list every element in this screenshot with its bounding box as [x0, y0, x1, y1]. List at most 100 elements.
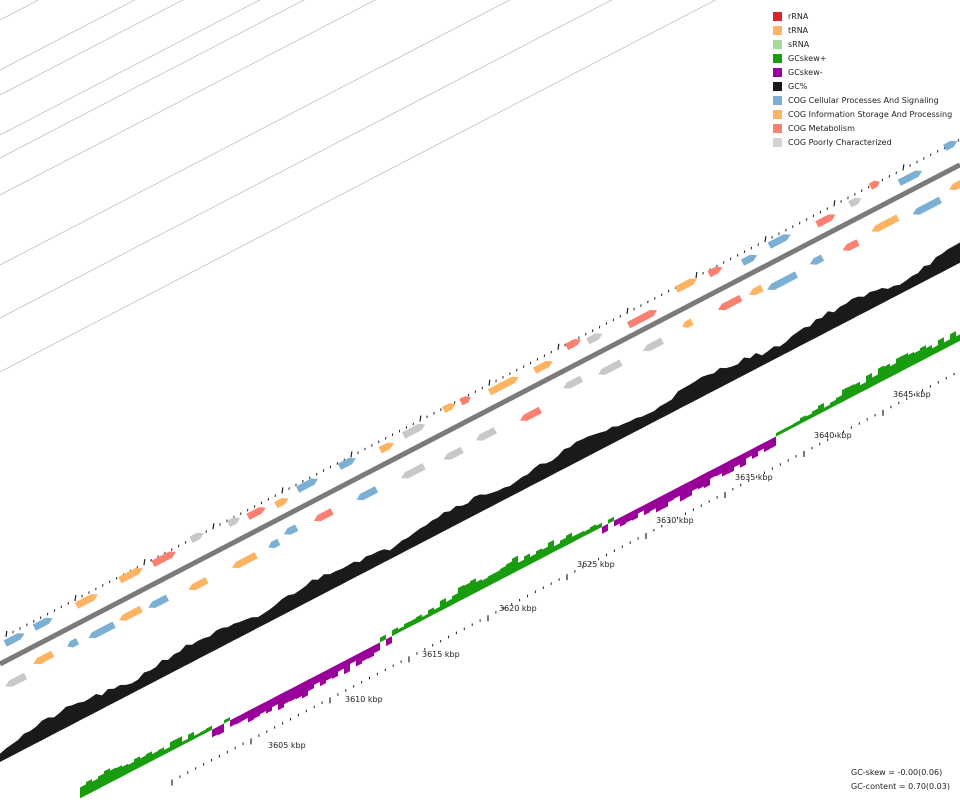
- gc-skew-negative-bar: [668, 489, 674, 503]
- gc-skew-negative-bar: [680, 483, 686, 502]
- legend-label: GCskew+: [788, 53, 827, 63]
- gc-content-area: [0, 242, 960, 762]
- gc-skew-negative-bar: [302, 679, 308, 699]
- major-tick: [833, 200, 836, 207]
- gc-skew-positive-bar: [152, 751, 158, 761]
- position-label: 3645 kbp: [893, 390, 931, 399]
- gcskew-pos-swatch: [773, 53, 782, 63]
- gc-skew-positive-bar: [542, 546, 548, 559]
- gene-arrow: [33, 650, 55, 665]
- legend-label: COG Metabolism: [788, 123, 855, 133]
- gc-skew-negative-bar: [326, 667, 332, 681]
- gene-arrow: [189, 532, 204, 543]
- gc-skew-negative-bar: [764, 439, 770, 453]
- gc-skew-positive-bar: [134, 756, 140, 771]
- legend-item-gcskew-neg: GCskew-: [773, 65, 952, 79]
- gc-skew-positive-bar: [884, 363, 890, 381]
- gc-skew-positive-bar: [548, 539, 554, 555]
- gc-skew-positive-bar: [158, 747, 164, 758]
- gene-arrow: [356, 486, 379, 501]
- genome-backbone: [0, 162, 960, 667]
- gc-skew-negative-bar: [266, 698, 272, 714]
- gene-arrow: [767, 271, 799, 291]
- stats-panel: GC-skew = -0.00(0.06) GC-content = 0.70(…: [851, 766, 950, 794]
- gc-skew-negative-bar: [260, 701, 266, 715]
- gc-skew-positive-bar: [530, 553, 536, 565]
- gcskew-neg-swatch: [773, 67, 782, 77]
- gc-skew-negative-bar: [614, 517, 620, 527]
- gc-skew-positive-bar: [794, 420, 800, 428]
- gc-skew-positive-bar: [170, 739, 176, 752]
- gene-arrow: [378, 442, 395, 454]
- gene-arrow: [740, 254, 758, 266]
- track-rings: [0, 0, 960, 667]
- gc-skew-positive-bar: [896, 355, 902, 375]
- gc-skew-positive-bar: [464, 582, 470, 599]
- gc-skew-negative-bar: [332, 664, 338, 679]
- gc-skew-positive-bar: [860, 382, 866, 393]
- gc-skew-positive-bar: [902, 352, 908, 371]
- gc-skew-positive-bar: [434, 606, 440, 615]
- gene-arrow: [337, 457, 356, 470]
- gc-skew-positive-bar: [572, 533, 578, 543]
- major-tick: [488, 379, 491, 386]
- gene-arrow: [868, 180, 880, 190]
- gc-skew-negative-bar: [602, 523, 608, 534]
- gene-arrow: [459, 396, 471, 406]
- gc-skew-negative-bar: [320, 670, 326, 687]
- gc-skew-positive-bar: [878, 365, 884, 384]
- gc-skew-positive-bar: [518, 559, 524, 571]
- gc-skew-positive-bar: [440, 598, 446, 612]
- gc-skew-negative-bar: [344, 658, 350, 675]
- position-label: 3635 kbp: [735, 473, 773, 482]
- gene-arrow: [118, 567, 143, 584]
- gene-arrow: [748, 284, 764, 296]
- gc-skew-positive-bar: [512, 555, 518, 574]
- gc-skew-negative-bar: [314, 673, 320, 685]
- gc-skew-negative-bar: [254, 704, 260, 719]
- gc-skew-positive-bar: [446, 598, 452, 609]
- gc-skew-negative-bar: [368, 645, 374, 659]
- gc-skew-positive-bar: [164, 746, 170, 755]
- ring-line: [0, 0, 184, 96]
- gene-arrow: [188, 577, 209, 591]
- gc-skew-positive-bar: [128, 761, 134, 774]
- legend-item-cog-info: COG Information Storage And Processing: [773, 107, 952, 121]
- gene-arrow: [626, 309, 658, 329]
- gc-skew-negative-bar: [746, 449, 752, 459]
- gc-skew-positive-bar: [890, 363, 896, 378]
- major-tick: [557, 343, 560, 350]
- gc-skew-negative-bar: [644, 502, 650, 516]
- legend-item-gc: GC%: [773, 79, 952, 93]
- gene-arrow: [848, 197, 862, 208]
- gc-skew-negative-bar: [218, 723, 224, 736]
- gc-skew-negative-bar: [722, 461, 728, 477]
- gc-skew-negative-bar: [740, 452, 746, 468]
- major-tick: [695, 271, 698, 279]
- gc-skew-positive-bar: [206, 725, 212, 733]
- gc-skew-negative-bar: [710, 467, 716, 479]
- gc-skew-positive-bar: [782, 426, 788, 434]
- gc-skew-positive-bar: [854, 381, 860, 396]
- gc-skew-positive-bar: [836, 395, 842, 406]
- gc-skew-positive-bar: [140, 755, 146, 768]
- gc-skew-positive-bar: [488, 573, 494, 587]
- legend-label: COG Poorly Characterized: [788, 137, 892, 147]
- gc-skew-positive-bar: [380, 634, 386, 643]
- gc-skew-negative-bar: [236, 714, 242, 725]
- gc-skew-track: [80, 331, 960, 799]
- gc-skew-negative-bar: [728, 458, 734, 474]
- gene-arrow: [767, 234, 791, 249]
- gene-features: [3, 140, 960, 687]
- legend-item-cog-poor: COG Poorly Characterized: [773, 135, 952, 149]
- gene-arrow: [88, 621, 116, 639]
- gc-skew-positive-bar: [200, 729, 206, 736]
- gc-skew-positive-bar: [578, 530, 584, 540]
- major-tick: [212, 523, 215, 530]
- gc-skew-stat: GC-skew = -0.00(0.06): [851, 768, 943, 777]
- gc-skew-negative-bar: [752, 445, 758, 459]
- gc-skew-positive-bar: [872, 374, 878, 387]
- gc-skew-positive-bar: [494, 570, 500, 584]
- gene-arrow: [401, 423, 426, 439]
